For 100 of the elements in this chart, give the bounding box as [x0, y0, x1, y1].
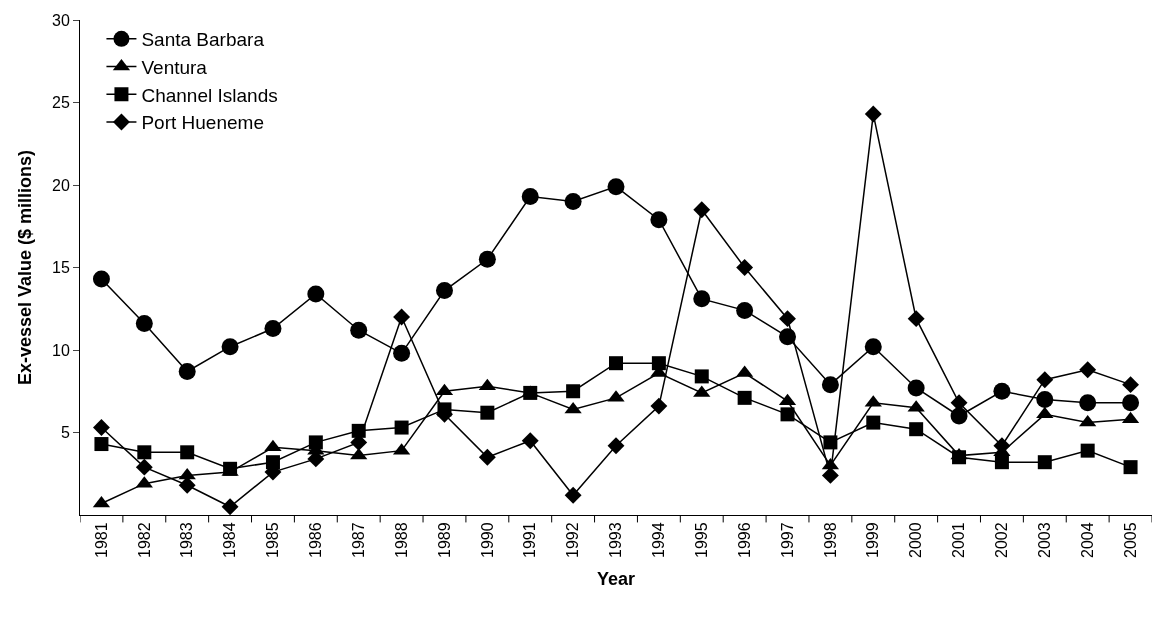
y-tick-label: 10 [52, 341, 70, 359]
point [694, 369, 709, 384]
point [993, 382, 1011, 400]
point [94, 437, 109, 452]
point [950, 407, 968, 425]
x-tick-label: 1983 [178, 522, 196, 558]
x-tick-label: 1995 [692, 522, 710, 558]
x-tick-label: 1997 [778, 522, 796, 558]
x-tick-label: 1987 [349, 522, 367, 558]
y-tick-label: 30 [52, 11, 70, 29]
y-tick-label: 5 [60, 424, 70, 442]
point [779, 328, 797, 346]
x-tick-label: 1989 [435, 522, 453, 558]
point [393, 344, 411, 362]
point [779, 310, 796, 328]
point [435, 282, 453, 300]
y-tick-label: 15 [52, 259, 70, 277]
x-tick-label: 2004 [1078, 522, 1096, 558]
point [180, 445, 195, 460]
x-tick-label: 2002 [993, 522, 1011, 558]
point [264, 439, 282, 452]
legend-label: Port Hueneme [141, 112, 264, 134]
x-tick-label: 1985 [264, 522, 282, 558]
y-tick-label: 25 [52, 94, 70, 112]
point [607, 178, 625, 196]
x-tick-label: 2000 [907, 522, 925, 558]
point [1036, 391, 1054, 408]
point [780, 407, 795, 422]
x-tick-label: 1992 [564, 522, 582, 558]
point [909, 422, 924, 437]
x-tick-label: 1986 [307, 522, 325, 558]
legend-label: Santa Barbara [141, 29, 265, 51]
point [737, 390, 752, 405]
point [693, 201, 711, 219]
point [135, 458, 153, 476]
point [821, 376, 839, 394]
point [1122, 394, 1140, 412]
point [651, 356, 666, 371]
x-tick-label: 2005 [1121, 522, 1139, 558]
point [1079, 361, 1097, 379]
point [609, 356, 623, 371]
point [221, 498, 239, 515]
point [1080, 443, 1095, 458]
point [92, 270, 110, 288]
point [1036, 406, 1054, 419]
point [1037, 455, 1052, 470]
point [907, 379, 925, 397]
point [650, 211, 668, 229]
point [350, 321, 368, 339]
point [521, 432, 539, 450]
point [866, 415, 881, 430]
y-axis-title: Ex-vessel Value ($ millions) [15, 149, 36, 386]
point [607, 437, 625, 455]
x-tick-label: 2003 [1036, 522, 1053, 558]
point [736, 301, 754, 319]
point [178, 467, 196, 480]
x-tick-label: 1984 [221, 522, 239, 558]
point [178, 362, 196, 380]
point [308, 435, 323, 450]
x-tick-label: 1982 [135, 522, 153, 558]
x-tick-label: 1994 [650, 522, 668, 558]
y-tick-label: 20 [52, 176, 70, 194]
legend-label: Channel Islands [141, 84, 278, 106]
point [693, 290, 711, 308]
point [952, 450, 967, 465]
point [907, 310, 925, 328]
point [478, 250, 496, 268]
point [135, 315, 153, 333]
point [521, 188, 539, 206]
point [394, 420, 409, 435]
point [307, 285, 325, 303]
x-tick-label: 1991 [521, 522, 539, 558]
point [864, 338, 882, 356]
point [1123, 460, 1138, 475]
x-tick-label: 1996 [735, 522, 753, 558]
point [92, 419, 110, 436]
point [736, 259, 754, 276]
point [137, 445, 152, 460]
x-tick-label: 1993 [607, 522, 625, 558]
x-tick-label: 1981 [92, 522, 110, 558]
x-tick-label: 1988 [392, 522, 410, 558]
x-tick-label: 1999 [864, 522, 882, 558]
point [264, 320, 282, 338]
point [994, 455, 1009, 470]
point [1122, 376, 1140, 394]
point [1079, 394, 1097, 412]
point [650, 397, 668, 415]
point [393, 308, 411, 326]
point [564, 486, 582, 504]
legend-label: Ventura [141, 56, 208, 78]
point [480, 405, 495, 420]
x-axis-title: Year [596, 569, 636, 590]
point [564, 401, 582, 414]
point [566, 384, 581, 399]
point [1036, 371, 1054, 389]
x-tick-label: 1998 [821, 522, 839, 558]
x-tick-label: 1990 [478, 522, 496, 558]
point [478, 448, 496, 466]
point [221, 338, 239, 356]
point [564, 193, 582, 210]
